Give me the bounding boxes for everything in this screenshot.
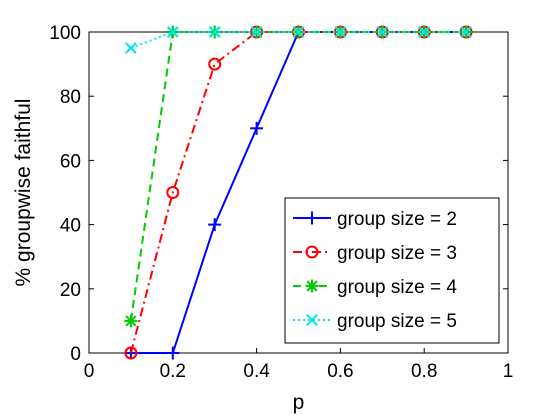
y-tick-label: 20 [60, 280, 81, 301]
series-line [129, 31, 467, 354]
y-axis-label: % groupwise faithful [12, 99, 35, 287]
series-4 [124, 26, 473, 54]
data-point-marker [292, 26, 305, 38]
data-point-marker [166, 186, 180, 199]
x-axis-ticks: 0 0.2 0.4 0.6 0.8 1 [84, 32, 514, 382]
y-tick-label: 80 [60, 87, 81, 108]
x-tick-label: 0.6 [327, 361, 353, 382]
data-point-marker [305, 245, 319, 259]
data-point-marker [250, 121, 264, 135]
data-point-marker [208, 26, 221, 38]
x-tick-label: 1 [503, 361, 514, 382]
data-point-marker [124, 314, 138, 328]
data-point-marker [305, 279, 319, 293]
data-point-marker [166, 26, 179, 38]
data-point-marker [376, 26, 389, 38]
x-tick-label: 0.4 [243, 361, 270, 382]
legend-item: group size = 4 [293, 277, 457, 298]
legend: group size = 2 group size = 3 group size =… [284, 197, 500, 344]
x-tick-label: 0.8 [411, 361, 437, 382]
legend-label: group size = 2 [337, 209, 457, 230]
series-layer [124, 25, 473, 360]
data-point-marker [208, 57, 222, 71]
legend-item: group size = 3 [293, 243, 457, 264]
data-point-marker [124, 42, 137, 54]
data-point-marker [334, 26, 347, 38]
y-tick-label: 40 [60, 216, 81, 237]
data-point-marker [306, 314, 318, 326]
x-tick-label: 0 [84, 361, 95, 382]
y-axis-ticks: 0 20 40 60 80 100 [49, 23, 508, 365]
y-tick-label: 0 [70, 344, 81, 365]
legend-label: group size = 4 [337, 277, 457, 298]
y-tick-label: 60 [60, 151, 81, 172]
legend-item: group size = 2 [293, 209, 457, 230]
legend-label: group size = 5 [337, 311, 457, 332]
data-point-marker [208, 218, 222, 232]
data-point-marker [418, 26, 431, 38]
legend-box [284, 197, 500, 344]
data-point-marker [460, 26, 473, 38]
x-tick-label: 0.2 [160, 361, 186, 382]
data-point-marker [124, 346, 138, 360]
data-point-marker [250, 26, 263, 38]
legend-item: group size = 5 [293, 311, 457, 332]
data-point-marker [166, 346, 180, 360]
x-axis-label: p [293, 391, 305, 414]
data-point-marker [305, 211, 319, 225]
legend-label: group size = 3 [337, 243, 457, 264]
y-tick-label: 100 [49, 23, 81, 44]
